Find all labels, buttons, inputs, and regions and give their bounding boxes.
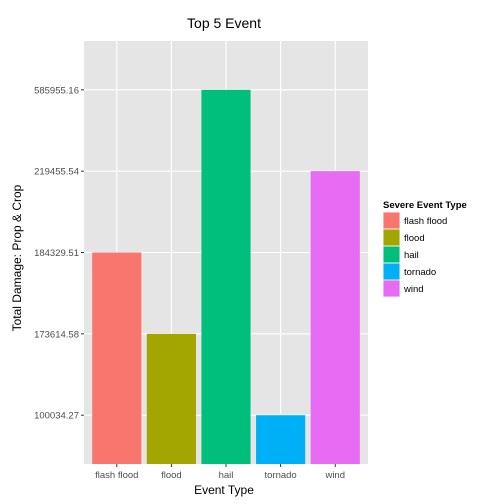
legend-swatch-wind [383, 280, 400, 297]
y-axis: 100034.27 173614.58 184329.51 219455.54 5859… [34, 85, 84, 422]
bar-flood [146, 333, 196, 464]
x-axis: flash flood flood hail tornado wind [95, 464, 345, 481]
legend-swatch-flash-flood [383, 212, 400, 229]
legend-label: flash flood [404, 216, 447, 227]
x-tick-label: hail [219, 470, 234, 481]
y-tick-label: 100034.27 [34, 411, 79, 422]
y-tick-label: 219455.54 [34, 167, 79, 178]
legend-swatch-tornado [383, 263, 400, 280]
y-tick-label: 585955.16 [34, 85, 79, 96]
bar-hail [201, 89, 251, 465]
legend-title: Severe Event Type [383, 200, 467, 211]
y-tick-label: 184329.51 [34, 248, 79, 259]
x-axis-title: Event Type [194, 483, 254, 497]
legend-swatch-flood [383, 229, 400, 246]
legend: Severe Event Type flash flood flood hail to… [383, 200, 467, 297]
legend-swatch-hail [383, 246, 400, 263]
y-axis-title: Total Damage: Prop & Crop [10, 184, 24, 331]
y-tick-label: 173614.58 [34, 329, 79, 340]
legend-label: hail [404, 250, 419, 261]
x-tick-label: tornado [264, 470, 296, 481]
x-tick-label: flood [161, 470, 182, 481]
plot-panel [84, 41, 368, 465]
x-tick-label: flash flood [95, 470, 138, 481]
bar-wind [310, 171, 360, 464]
bar-tornado [256, 415, 306, 464]
legend-label: flood [404, 233, 425, 244]
chart-title: Top 5 Event [187, 15, 261, 31]
bar-flash-flood [92, 252, 142, 464]
x-tick-label: wind [324, 470, 345, 481]
legend-label: wind [403, 284, 424, 295]
legend-label: tornado [404, 267, 436, 278]
